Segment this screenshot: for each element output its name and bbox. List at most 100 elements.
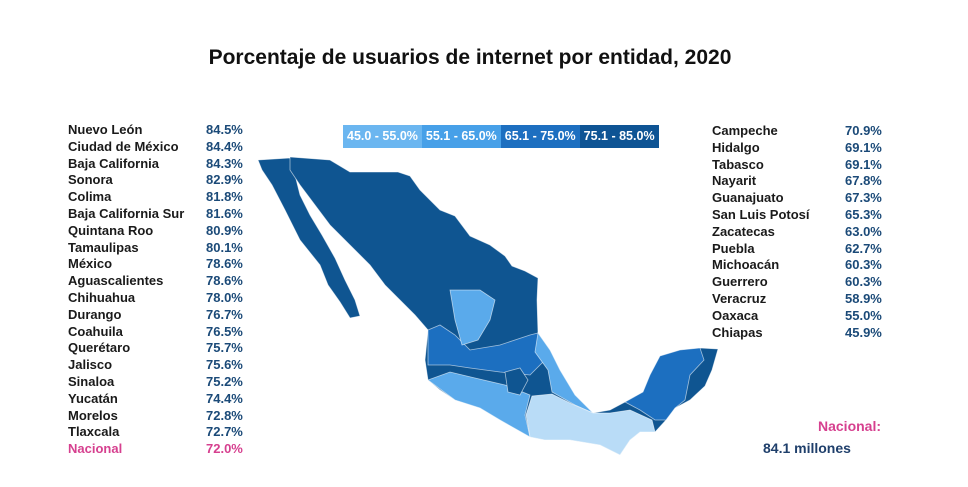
region-michoacan-guerrero [427, 371, 531, 438]
state-value: 75.6% [206, 357, 243, 373]
list-item: Baja California Sur 81.6% [68, 206, 258, 223]
list-item: Hidalgo 69.1% [712, 140, 892, 157]
state-value: 69.1% [845, 139, 882, 155]
state-name: Sinaloa [68, 373, 115, 389]
list-item: Querétaro 75.7% [68, 340, 258, 357]
state-name: Nayarit [712, 173, 757, 189]
region-baja-california [257, 157, 361, 319]
state-value: 62.7% [845, 240, 882, 256]
list-item: Quintana Roo 80.9% [68, 223, 258, 240]
national-label: Nacional: [818, 418, 882, 434]
state-name: Tabasco [712, 156, 764, 172]
state-value: 75.2% [206, 373, 243, 389]
state-value: 78.6% [206, 256, 243, 272]
list-item: Jalisco 75.6% [68, 357, 258, 374]
right-state-list: Campeche 70.9% Hidalgo 69.1% Tabasco 69.1% Nay… [712, 123, 892, 341]
state-value: 60.3% [845, 257, 882, 273]
region-central-dark [504, 367, 529, 396]
state-value: 81.8% [206, 189, 243, 205]
legend-item: 65.1 - 75.0% [500, 125, 580, 148]
state-name: Morelos [68, 407, 118, 423]
state-value: 69.1% [845, 156, 882, 172]
list-item: Puebla 62.7% [712, 241, 892, 258]
list-item: Colima 81.8% [68, 189, 258, 206]
state-value: 63.0% [845, 223, 882, 239]
state-name: Guanajuato [712, 190, 784, 206]
list-item: Guanajuato 67.3% [712, 190, 892, 207]
state-value: 58.9% [845, 290, 882, 306]
state-name: Coahuila [68, 323, 123, 339]
legend-item: 75.1 - 85.0% [579, 125, 659, 148]
state-name: Hidalgo [712, 139, 760, 155]
legend-item: 55.1 - 65.0% [421, 125, 501, 148]
state-name: Tlaxcala [68, 424, 120, 440]
page-title: Porcentaje de usuarios de internet por e… [208, 46, 732, 69]
map-legend: 45.0 - 55.0% 55.1 - 65.0% 65.1 - 75.0% 7… [343, 125, 659, 148]
list-item: Nayarit 67.8% [712, 173, 892, 190]
list-item: Nuevo León 84.5% [68, 122, 258, 139]
list-item: Zacatecas 63.0% [712, 224, 892, 241]
state-value: 55.0% [845, 307, 882, 323]
national-value: 84.1 millones [763, 440, 851, 456]
state-name: Jalisco [68, 357, 113, 373]
state-name: Chihuahua [68, 289, 136, 305]
state-name: Colima [68, 189, 112, 205]
list-item: Sonora 82.9% [68, 172, 258, 189]
list-item: Aguascalientes 78.6% [68, 273, 258, 290]
state-value: 75.7% [206, 340, 243, 356]
left-state-list: Nuevo León 84.5% Ciudad de México 84.4% Baja… [68, 122, 258, 458]
state-value: 45.9% [845, 324, 882, 340]
state-name: Quintana Roo [68, 222, 154, 238]
state-name: Chiapas [712, 324, 763, 340]
state-name: Nuevo León [68, 122, 143, 137]
state-name: Baja California Sur [68, 205, 185, 221]
state-value: 78.6% [206, 273, 243, 289]
state-value: 60.3% [845, 274, 882, 290]
state-value: 74.4% [206, 390, 243, 406]
state-value: 67.8% [845, 173, 882, 189]
state-name: Zacatecas [712, 223, 775, 239]
list-item: Coahuila 76.5% [68, 324, 258, 341]
list-item: Tlaxcala 72.7% [68, 424, 258, 441]
state-value: 76.7% [206, 306, 243, 322]
state-value: 82.9% [206, 172, 243, 188]
list-item: Oaxaca 55.0% [712, 308, 892, 325]
list-item: Ciudad de México 84.4% [68, 139, 258, 156]
state-name: Sonora [68, 172, 113, 188]
region-yucatan-peninsula [624, 347, 705, 421]
state-name: Guerrero [712, 274, 768, 290]
region-zacatecas [449, 289, 496, 346]
state-name: Puebla [712, 240, 755, 256]
state-value: 84.3% [206, 155, 243, 171]
list-item: Nacional 72.0% [68, 441, 258, 458]
state-value: 80.1% [206, 239, 243, 255]
state-value: 67.3% [845, 190, 882, 206]
state-value: 84.5% [206, 122, 243, 137]
state-value: 70.9% [845, 123, 882, 138]
state-value: 78.0% [206, 289, 243, 305]
state-value: 84.4% [206, 138, 243, 154]
list-item: Chihuahua 78.0% [68, 290, 258, 307]
state-value: 76.5% [206, 323, 243, 339]
state-value: 65.3% [845, 206, 882, 222]
state-name: Veracruz [712, 290, 767, 306]
state-name: Baja California [68, 155, 160, 171]
list-item: Tabasco 69.1% [712, 157, 892, 174]
state-name: Yucatán [68, 390, 118, 406]
region-oaxaca-chiapas [525, 393, 656, 456]
state-name: Durango [68, 306, 122, 322]
region-mainland [289, 156, 719, 456]
state-value: 72.7% [206, 424, 243, 440]
state-name: Querétaro [68, 340, 131, 356]
list-item: Tamaulipas 80.1% [68, 240, 258, 257]
list-item: Campeche 70.9% [712, 123, 892, 140]
state-value: 72.0% [206, 441, 243, 457]
legend-item: 45.0 - 55.0% [343, 125, 422, 148]
state-name: Ciudad de México [68, 138, 179, 154]
list-item: México 78.6% [68, 256, 258, 273]
state-name: Michoacán [712, 257, 780, 273]
list-item: Michoacán 60.3% [712, 257, 892, 274]
state-name: México [68, 256, 113, 272]
